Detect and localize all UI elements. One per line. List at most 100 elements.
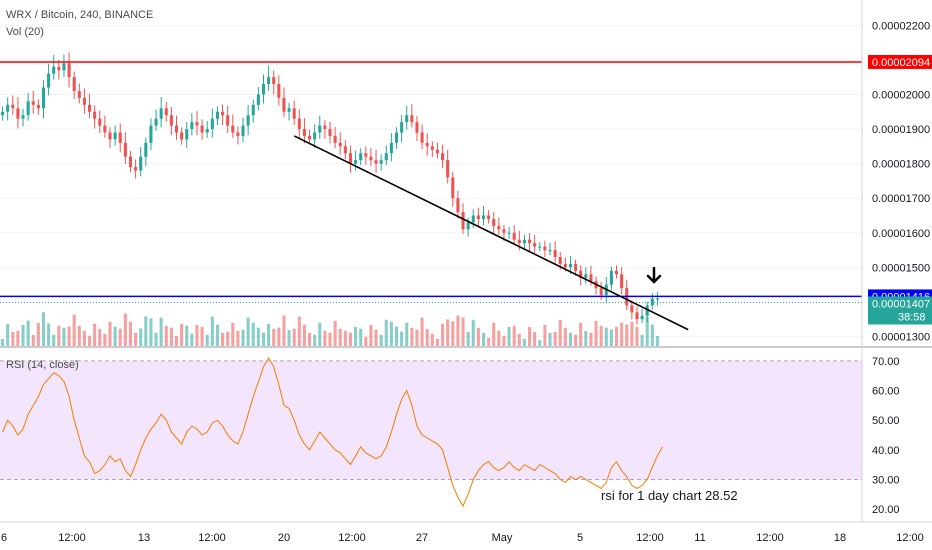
candle[interactable] xyxy=(6,97,10,121)
candle[interactable] xyxy=(149,118,153,151)
candle[interactable] xyxy=(31,91,35,114)
candle[interactable] xyxy=(318,115,322,139)
candle[interactable] xyxy=(394,127,399,150)
candle[interactable] xyxy=(246,105,250,136)
candle[interactable] xyxy=(451,171,455,207)
candle[interactable] xyxy=(302,118,306,144)
candle[interactable] xyxy=(533,234,537,253)
time-axis[interactable]: 6 12:00 13 12:00 20 12:00 27 May 5 12:00 11 12:00 18… xyxy=(1,532,924,544)
candle[interactable] xyxy=(159,97,163,128)
candle[interactable] xyxy=(205,120,209,138)
candle[interactable] xyxy=(118,123,122,153)
price-axis[interactable]: 0.00002200 0.00002000 0.00001900 0.00001800… xyxy=(872,20,930,343)
candle[interactable] xyxy=(481,206,486,226)
candle[interactable] xyxy=(77,83,81,104)
candle[interactable] xyxy=(282,87,286,118)
candle[interactable] xyxy=(384,145,388,166)
candle[interactable] xyxy=(190,113,194,136)
candle[interactable] xyxy=(57,60,61,80)
candle[interactable] xyxy=(226,106,230,134)
candle[interactable] xyxy=(348,145,352,173)
candle[interactable] xyxy=(108,127,112,148)
candle[interactable] xyxy=(635,306,639,325)
candle[interactable] xyxy=(139,147,143,177)
candle[interactable] xyxy=(364,146,368,165)
candle[interactable] xyxy=(236,126,240,145)
candle[interactable] xyxy=(128,150,132,173)
candle[interactable] xyxy=(374,149,378,173)
candle[interactable] xyxy=(251,99,255,123)
candle[interactable] xyxy=(1,106,5,121)
candle[interactable] xyxy=(630,300,634,320)
candle[interactable] xyxy=(195,111,199,136)
candle[interactable] xyxy=(287,102,291,121)
candle[interactable] xyxy=(180,127,184,145)
candle[interactable] xyxy=(333,127,337,149)
candle[interactable] xyxy=(579,265,583,286)
candle[interactable] xyxy=(512,225,516,245)
candle[interactable] xyxy=(645,301,649,322)
candle[interactable] xyxy=(343,140,347,160)
candle[interactable] xyxy=(476,207,480,228)
candle[interactable] xyxy=(164,101,168,122)
candle[interactable] xyxy=(67,52,71,88)
candle[interactable] xyxy=(313,124,317,148)
candle[interactable] xyxy=(52,54,56,80)
candle[interactable] xyxy=(261,74,266,104)
candle[interactable] xyxy=(134,159,138,179)
candle[interactable] xyxy=(221,104,225,126)
candle[interactable] xyxy=(11,95,15,115)
candle[interactable] xyxy=(497,217,501,235)
candle[interactable] xyxy=(231,114,235,138)
rsi-line[interactable] xyxy=(2,356,664,508)
candle[interactable] xyxy=(98,110,102,134)
candle[interactable] xyxy=(62,54,66,78)
candle[interactable] xyxy=(553,241,557,265)
candle[interactable] xyxy=(144,137,148,166)
candle[interactable] xyxy=(430,141,434,158)
candle[interactable] xyxy=(82,88,86,114)
candle[interactable] xyxy=(609,266,613,291)
candle[interactable] xyxy=(72,71,76,99)
candle[interactable] xyxy=(405,106,409,130)
candle[interactable] xyxy=(185,121,189,148)
candle[interactable] xyxy=(400,114,404,143)
candle[interactable] xyxy=(354,150,358,171)
candle[interactable] xyxy=(169,106,173,136)
candle[interactable] xyxy=(640,308,644,323)
candle[interactable] xyxy=(425,133,429,156)
candle[interactable] xyxy=(123,132,127,164)
candle[interactable] xyxy=(93,105,97,129)
candle[interactable] xyxy=(435,142,439,159)
candle[interactable] xyxy=(210,108,214,138)
candle[interactable] xyxy=(538,242,542,251)
candle[interactable] xyxy=(241,117,245,143)
candle[interactable] xyxy=(36,99,40,115)
candle[interactable] xyxy=(548,242,552,256)
down-arrow-icon[interactable] xyxy=(646,266,662,284)
candle[interactable] xyxy=(528,232,532,252)
candle[interactable] xyxy=(292,100,296,126)
candle[interactable] xyxy=(174,115,179,140)
candle[interactable] xyxy=(522,234,526,249)
candle[interactable] xyxy=(379,154,383,171)
candle[interactable] xyxy=(16,97,20,129)
candle[interactable] xyxy=(256,86,260,111)
candle[interactable] xyxy=(389,133,393,162)
trendline[interactable] xyxy=(293,135,689,331)
candle[interactable] xyxy=(574,259,578,276)
rsi-annotation[interactable]: rsi for 1 day chart 28.52 xyxy=(601,488,738,503)
candlesticks[interactable] xyxy=(1,52,659,325)
candle[interactable] xyxy=(338,132,342,155)
candle[interactable] xyxy=(655,291,659,306)
candle[interactable] xyxy=(359,148,363,166)
candle[interactable] xyxy=(584,267,588,284)
candle[interactable] xyxy=(272,70,276,95)
candle[interactable] xyxy=(267,65,271,91)
candle[interactable] xyxy=(420,124,424,150)
candle[interactable] xyxy=(88,93,92,119)
candle[interactable] xyxy=(200,119,204,140)
candle[interactable] xyxy=(492,211,496,234)
candle[interactable] xyxy=(507,226,511,240)
candle[interactable] xyxy=(614,265,619,279)
